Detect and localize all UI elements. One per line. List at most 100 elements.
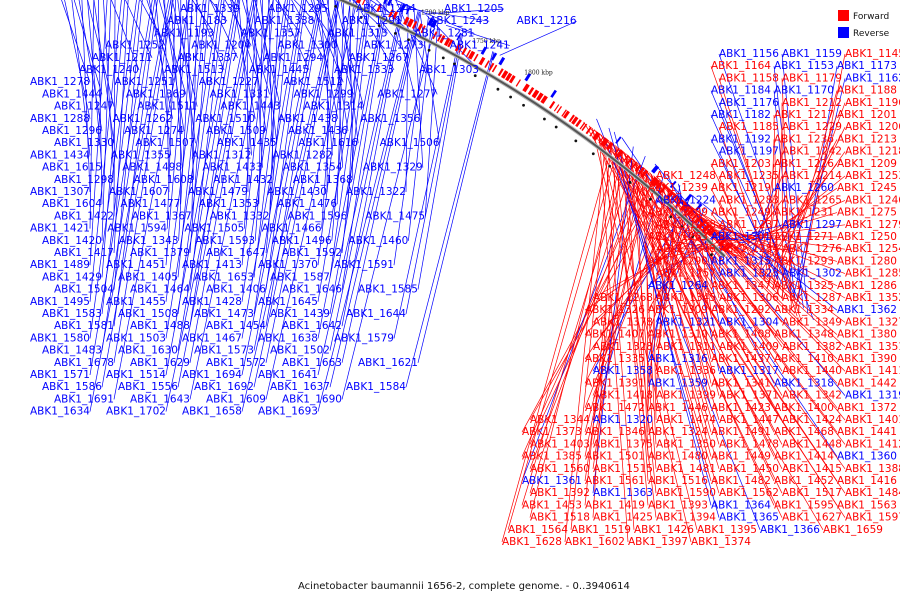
- forward-gene: [575, 119, 582, 128]
- leader-line: [700, 216, 838, 287]
- forward-gene: [527, 86, 535, 96]
- leader-line: [678, 183, 720, 372]
- leader-line: [64, 0, 91, 119]
- leader-line: [710, 163, 767, 282]
- forward-gene: [500, 70, 509, 79]
- gene-label-forward: ABK1_1145: [845, 48, 900, 60]
- forward-gene: [655, 181, 663, 190]
- gene-label-forward: ABK1_1327: [845, 316, 900, 328]
- gene-label-reverse: ABK1_1406: [206, 284, 266, 296]
- reverse-gene: [399, 3, 406, 13]
- gene-label-reverse: ABK1_1460: [348, 235, 408, 247]
- leader-lines: [61, 0, 846, 543]
- forward-gene: [392, 11, 398, 20]
- reverse-gene: [524, 72, 532, 82]
- leader-line: [405, 51, 494, 388]
- leader-line: [81, 0, 91, 193]
- gene-label-forward: ABK1_1442: [837, 377, 897, 389]
- gene-label-forward: ABK1_1336: [656, 365, 716, 377]
- legend-reverse-label: Reverse: [853, 29, 890, 39]
- gene-label-forward: ABK1_1348: [774, 329, 834, 341]
- gene-label-forward: ABK1_1289: [648, 207, 708, 219]
- gene-label-reverse: ABK1_1405: [118, 271, 178, 283]
- gene-label-forward: ABK1_1391: [585, 377, 645, 389]
- leader-line: [321, 0, 339, 229]
- forward-gene: [694, 216, 702, 224]
- leader-line: [608, 127, 720, 518]
- gene-label-forward: ABK1_1265: [782, 194, 842, 206]
- gene-label-forward: ABK1_1350: [656, 438, 716, 450]
- gene-label-reverse: ABK1_1430: [267, 186, 327, 198]
- gene-label-forward: ABK1_1292: [711, 304, 771, 316]
- feature-mark: [522, 103, 525, 107]
- genome-backbone: [335, 0, 727, 258]
- feature-mark: [377, 24, 381, 28]
- leader-line: [405, 4, 475, 34]
- forward-gene: [723, 244, 732, 253]
- leader-line: [253, 0, 305, 315]
- feature-mark: [648, 197, 652, 201]
- gene-label-forward: ABK1_1590: [656, 487, 716, 499]
- forward-gene: [515, 79, 521, 87]
- gene-label-forward: ABK1_1257: [656, 268, 716, 280]
- reverse-gene: [430, 19, 438, 29]
- gene-label-reverse: ABK1_1267: [349, 52, 409, 64]
- gene-label-reverse: ABK1_1647: [206, 247, 266, 259]
- gene-label-reverse: ABK1_1323: [719, 268, 779, 280]
- gene-label-forward: ABK1_1627: [782, 512, 842, 524]
- leader-line: [87, 0, 103, 168]
- gene-label-reverse: ABK1_1630: [118, 345, 178, 357]
- gene-label-forward: ABK1_1342: [782, 390, 842, 402]
- gene-label-forward: ABK1_1425: [593, 512, 653, 524]
- gene-label-forward: ABK1_1335: [585, 353, 645, 365]
- forward-gene: [443, 37, 451, 47]
- gene-label-forward: ABK1_1341: [711, 377, 771, 389]
- leader-line: [103, 0, 115, 180]
- gene-label-reverse: ABK1_1298: [54, 174, 114, 186]
- feature-mark: [496, 87, 500, 91]
- gene-label-forward: ABK1_1414: [774, 451, 834, 463]
- gene-label-forward: ABK1_1519: [571, 524, 631, 536]
- leader-line: [265, 0, 323, 327]
- scale-tick-label: 1750 kbp: [472, 38, 501, 45]
- gene-label-reverse: ABK1_1642: [282, 320, 342, 332]
- leader-line: [781, 78, 792, 310]
- gene-label-forward: ABK1_1397: [628, 536, 688, 548]
- gene-label-reverse: ABK1_1643: [130, 393, 190, 405]
- leader-line: [499, 20, 577, 56]
- reverse-gene: [684, 193, 692, 202]
- gene-label-forward: ABK1_1516: [648, 475, 708, 487]
- reverse-gene: [383, 0, 388, 5]
- gene-label-reverse: ABK1_1294: [263, 52, 323, 64]
- gene-label-reverse: ABK1_1262: [113, 113, 173, 125]
- reverse-gene: [490, 52, 498, 61]
- leader-line: [87, 0, 115, 107]
- gene-label-reverse: ABK1_1379: [130, 247, 190, 259]
- leader-line: [625, 153, 649, 482]
- leader-line: [647, 210, 694, 335]
- gene-label-forward: ABK1_1491: [711, 426, 771, 438]
- gene-label-forward: ABK1_1411: [845, 365, 900, 377]
- gene-label-reverse: ABK1_1192: [711, 133, 771, 145]
- forward-gene: [522, 83, 530, 93]
- gene-label-reverse: ABK1_1433: [202, 162, 262, 174]
- feature-mark: [509, 95, 513, 99]
- reverse-gene: [550, 89, 557, 98]
- forward-gene: [447, 39, 453, 48]
- gene-label-reverse: ABK1_1363: [593, 487, 653, 499]
- gene-label-reverse: ABK1_1421: [30, 223, 90, 235]
- reverse-gene: [427, 17, 434, 27]
- leader-line: [164, 0, 170, 193]
- gene-label-reverse: ABK1_1638: [258, 332, 318, 344]
- leader-line: [317, 3, 403, 376]
- leader-line: [643, 167, 838, 409]
- leader-line: [738, 187, 838, 254]
- forward-gene: [717, 238, 727, 247]
- leader-line: [277, 0, 310, 71]
- gene-label-reverse: ABK1_1224: [656, 194, 716, 206]
- leader-line: [529, 159, 635, 494]
- gene-label-forward: ABK1_1231: [774, 207, 834, 219]
- gene-label-reverse: ABK1_1244: [356, 3, 416, 15]
- gene-label-forward: ABK1_1560: [530, 463, 590, 475]
- gene-label-reverse: ABK1_1579: [334, 332, 394, 344]
